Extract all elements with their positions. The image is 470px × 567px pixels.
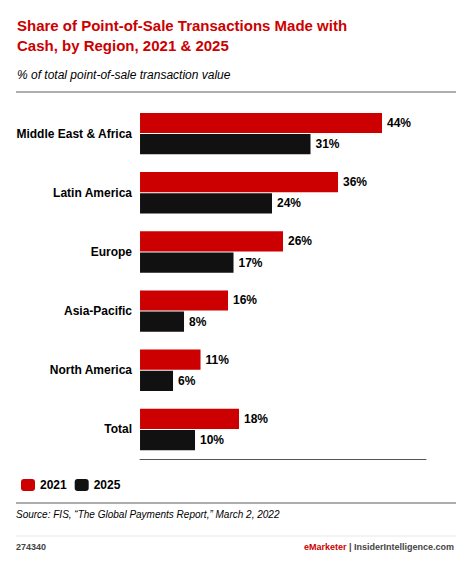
svg-text:Europe: Europe	[91, 245, 133, 259]
svg-text:18%: 18%	[244, 412, 268, 426]
svg-text:2021: 2021	[40, 478, 67, 492]
svg-text:24%: 24%	[277, 196, 301, 210]
svg-text:6%: 6%	[178, 374, 196, 388]
svg-text:36%: 36%	[343, 175, 367, 189]
svg-text:% of total point-of-sale trans: % of total point-of-sale transaction val…	[17, 68, 231, 82]
svg-text:Source: FIS, “The Global Payme: Source: FIS, “The Global Payments Report…	[16, 509, 280, 520]
svg-text:Total: Total	[104, 422, 132, 436]
svg-text:11%: 11%	[206, 353, 230, 367]
svg-text:10%: 10%	[200, 433, 224, 447]
svg-text:26%: 26%	[288, 234, 312, 248]
svg-text:Latin America: Latin America	[53, 186, 132, 200]
svg-text:2025: 2025	[94, 478, 121, 492]
svg-text:44%: 44%	[387, 116, 411, 130]
svg-text:274340: 274340	[16, 542, 46, 552]
svg-text:17%: 17%	[239, 256, 263, 270]
svg-text:Cash, by Region, 2021 & 2025: Cash, by Region, 2021 & 2025	[17, 37, 229, 54]
svg-text:eMarketer: eMarketer	[304, 542, 347, 552]
svg-text:| InsiderIntelligence.com: | InsiderIntelligence.com	[349, 542, 454, 552]
svg-text:Middle East & Africa: Middle East & Africa	[16, 127, 132, 141]
svg-text:Asia-Pacific: Asia-Pacific	[64, 304, 132, 318]
svg-text:North America: North America	[50, 363, 133, 377]
svg-text:8%: 8%	[189, 315, 207, 329]
svg-text:31%: 31%	[316, 137, 340, 151]
svg-text:16%: 16%	[233, 293, 257, 307]
svg-text:Share of Point-of-Sale Transac: Share of Point-of-Sale Transactions Made…	[17, 17, 347, 34]
